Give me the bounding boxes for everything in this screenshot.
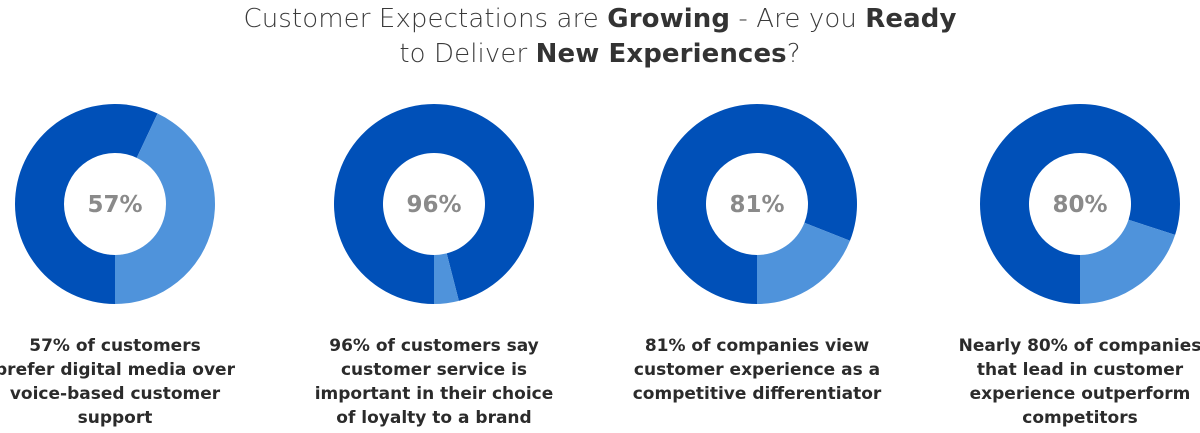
donut-chart: 81% — [657, 104, 857, 304]
percentage-label: 96% — [406, 192, 461, 218]
caption-line: 96% of customers say — [329, 336, 539, 356]
stat-card: 81% 81% of companies view customer exper… — [607, 104, 907, 433]
title-line-1: Customer Expectations are Growing - Are … — [0, 2, 1200, 37]
donut-slice-major — [334, 104, 535, 304]
donut-slice-minor — [434, 253, 459, 304]
caption-line: competitive differentiator — [632, 384, 882, 404]
caption-line: Nearly 80% of companies — [958, 336, 1200, 356]
percentage-label: 80% — [1052, 192, 1107, 218]
caption-line: support — [77, 408, 153, 428]
caption-line: 57% of customers — [29, 336, 201, 356]
caption-line: voice-based customer — [9, 384, 221, 404]
stat-caption: 96% of customers say customer service is… — [284, 334, 584, 430]
caption-line: that lead in customer — [976, 360, 1184, 380]
caption-line: important in their choice — [314, 384, 554, 404]
donut-slice-major — [657, 104, 857, 304]
stat-caption: 81% of companies view customer experienc… — [607, 334, 907, 406]
caption-line: customer service is — [340, 360, 528, 380]
title-segment: Ready — [865, 4, 957, 34]
caption-line: experience outperform — [969, 384, 1191, 404]
stat-card: 57% 57% of customers prefer digital medi… — [0, 103, 265, 433]
title-segment: Customer Expectations are — [243, 4, 608, 34]
caption-line: customer experience as a — [633, 360, 881, 380]
donut-slice-minor — [1080, 219, 1176, 304]
title-segment: Growing — [607, 4, 731, 34]
caption-line: competitors — [1022, 408, 1138, 428]
stat-caption: Nearly 80% of companies that lead in cus… — [930, 334, 1200, 430]
donut-chart: 57% — [14, 103, 215, 304]
page-title: Customer Expectations are Growing - Are … — [0, 2, 1200, 72]
donut-chart: 80% — [980, 103, 1180, 304]
donut-slice-minor — [757, 222, 850, 304]
stat-card: 96% 96% of customers say customer servic… — [284, 104, 584, 433]
stat-card: 80% Nearly 80% of companies that lead in… — [930, 103, 1200, 433]
donut-chart: 96% — [334, 104, 535, 304]
stat-caption: 57% of customers prefer digital media ov… — [0, 334, 265, 430]
title-segment: ? — [786, 39, 801, 69]
donut-slice-major — [980, 103, 1180, 304]
donut-slice-minor — [115, 113, 215, 304]
title-segment: to Deliver — [399, 39, 536, 69]
percentage-label: 81% — [729, 192, 784, 218]
title-segment: - Are you — [730, 4, 866, 34]
title-line-2: to Deliver New Experiences? — [0, 37, 1200, 72]
caption-line: prefer digital media over — [0, 360, 235, 380]
title-segment: New Experiences — [535, 39, 787, 69]
caption-line: 81% of companies view — [644, 336, 870, 356]
donut-slice-major — [14, 103, 158, 304]
caption-line: of loyalty to a brand — [336, 408, 532, 428]
percentage-label: 57% — [87, 192, 142, 218]
